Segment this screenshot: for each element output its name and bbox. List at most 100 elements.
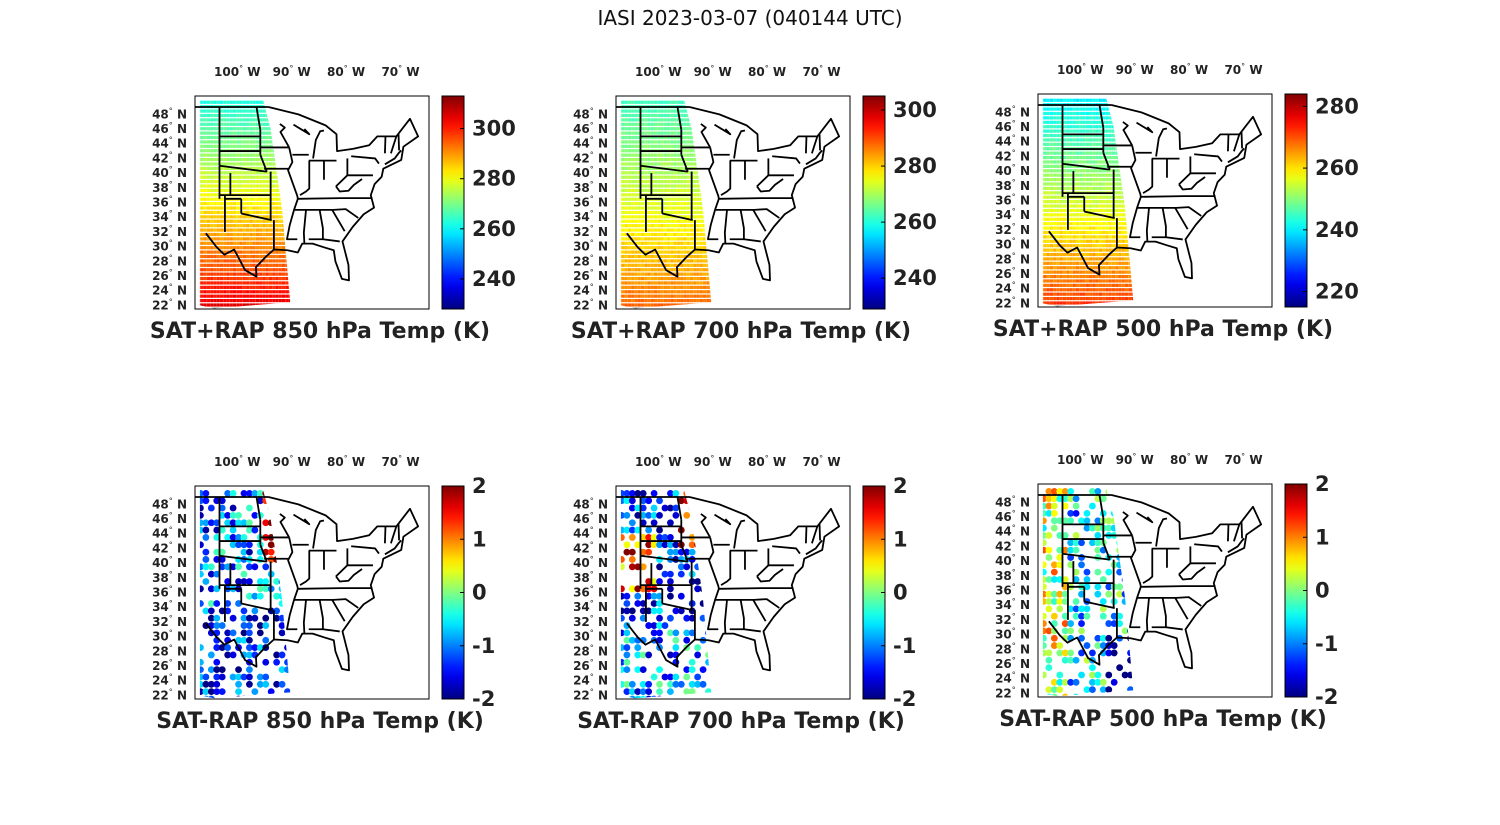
swath-field xyxy=(1042,98,1134,307)
lat-tick-label: 22° N xyxy=(152,687,187,702)
lat-tick-label: 34° N xyxy=(573,209,608,224)
lon-tick-label: 90° W xyxy=(694,454,732,469)
colorbar-tick-label: 280 xyxy=(893,154,937,178)
lon-tick-label: 80° W xyxy=(748,454,786,469)
map-frame xyxy=(1037,93,1273,308)
lon-tick-label: 100° W xyxy=(635,64,681,79)
colorbar-tick-label: 260 xyxy=(893,210,937,234)
colorbar-tick-label: -1 xyxy=(1315,632,1338,656)
panel-title: SAT+RAP 500 hPa Temp (K) xyxy=(992,317,1334,342)
colorbar-tick-label: 280 xyxy=(472,167,516,191)
lat-tick-label: 36° N xyxy=(573,195,608,210)
state-boundaries xyxy=(195,496,420,672)
lon-tick-label: 80° W xyxy=(1170,452,1208,467)
map-panel: 100° W 90° W 80° W 70° W 48° N 46° N 44° N 42° … xyxy=(140,60,540,360)
colorbar-tick-label: 240 xyxy=(472,267,516,291)
lat-tick-label: 32° N xyxy=(573,224,608,239)
colorbar-tick-label: 2 xyxy=(472,474,487,498)
colorbar-tick-label: 0 xyxy=(893,581,908,605)
map-panel: 100° W 90° W 80° W 70° W 48° N 46° N 44° N 42° … xyxy=(140,450,540,750)
lat-tick-label: 38° N xyxy=(152,180,187,195)
lat-tick-label: 46° N xyxy=(573,121,608,136)
lat-tick-label: 48° N xyxy=(995,494,1030,509)
state-boundaries xyxy=(616,496,841,672)
lon-tick-label: 90° W xyxy=(273,454,311,469)
lat-tick-label: 42° N xyxy=(573,150,608,165)
map-svg: 100° W 90° W 80° W 70° W 48° N46° N44° N42° … xyxy=(573,454,916,711)
lat-tick-label: 40° N xyxy=(995,553,1030,568)
lon-tick-label: 80° W xyxy=(327,454,365,469)
lat-tick-label: 38° N xyxy=(573,180,608,195)
lat-tick-label: 28° N xyxy=(995,251,1030,266)
lon-tick-label: 70° W xyxy=(381,454,419,469)
colorbar-tick-label: -1 xyxy=(893,634,916,658)
colorbar-tick-label: 280 xyxy=(1315,94,1359,118)
lat-tick-label: 46° N xyxy=(152,511,187,526)
lat-tick-label: 38° N xyxy=(573,570,608,585)
colorbar-tick-label: 1 xyxy=(1315,525,1330,549)
lat-tick-label: 48° N xyxy=(573,106,608,121)
lat-tick-label: 42° N xyxy=(152,150,187,165)
lon-tick-label: 100° W xyxy=(214,454,260,469)
lat-tick-label: 22° N xyxy=(995,685,1030,700)
colorbar-tick-label: 300 xyxy=(472,117,516,141)
lat-tick-label: 46° N xyxy=(995,509,1030,524)
lat-tick-label: 36° N xyxy=(995,193,1030,208)
lat-tick-label: 34° N xyxy=(152,209,187,224)
map-panel: 100° W 90° W 80° W 70° W 48° N 46° N 44° N 42° … xyxy=(561,450,961,750)
colorbar-tick-label: 240 xyxy=(893,266,937,290)
lat-tick-label: 38° N xyxy=(152,570,187,585)
map-frame xyxy=(194,485,430,700)
lon-tick-label: 100° W xyxy=(1057,62,1103,77)
lat-tick-label: 48° N xyxy=(152,106,187,121)
lat-tick-label: 42° N xyxy=(995,538,1030,553)
lat-tick-label: 44° N xyxy=(995,134,1030,149)
lat-tick-label: 36° N xyxy=(995,583,1030,598)
lat-tick-label: 44° N xyxy=(152,526,187,541)
lat-tick-label: 22° N xyxy=(152,297,187,312)
map-frame xyxy=(615,95,851,310)
colorbar-tick-label: 260 xyxy=(472,217,516,241)
lat-tick-label: 24° N xyxy=(152,673,187,688)
colorbar-tick-label: 2 xyxy=(893,474,908,498)
lat-tick-label: 46° N xyxy=(152,121,187,136)
swath-field xyxy=(620,100,712,309)
lat-tick-label: 36° N xyxy=(152,195,187,210)
map-svg: 100° W 90° W 80° W 70° W 48° N46° N44° N42° … xyxy=(152,64,516,312)
colorbar-tick-label: 1 xyxy=(893,527,908,551)
lat-tick-label: 48° N xyxy=(573,496,608,511)
lat-tick-label: 36° N xyxy=(573,585,608,600)
map-panel: 100° W 90° W 80° W 70° W 48° N 46° N 44° N 42° … xyxy=(983,58,1383,358)
lat-tick-label: 38° N xyxy=(995,178,1030,193)
lon-tick-label: 70° W xyxy=(802,64,840,79)
colorbar-tick-label: -2 xyxy=(472,687,495,711)
lon-tick-label: 80° W xyxy=(1170,62,1208,77)
state-boundaries xyxy=(1038,104,1263,280)
lat-tick-label: 44° N xyxy=(152,136,187,151)
lat-tick-label: 24° N xyxy=(573,283,608,298)
colorbar xyxy=(862,95,886,310)
lon-tick-label: 100° W xyxy=(635,454,681,469)
colorbar-tick-label: 2 xyxy=(1315,472,1330,496)
lat-tick-label: 44° N xyxy=(573,136,608,151)
lat-tick-label: 22° N xyxy=(573,297,608,312)
lon-tick-label: 100° W xyxy=(1057,452,1103,467)
state-boundaries xyxy=(616,106,841,282)
lat-tick-label: 28° N xyxy=(152,643,187,658)
lat-tick-label: 32° N xyxy=(152,614,187,629)
swath-field xyxy=(199,100,291,309)
lat-tick-label: 22° N xyxy=(573,687,608,702)
lat-tick-label: 42° N xyxy=(152,540,187,555)
lat-tick-label: 32° N xyxy=(995,222,1030,237)
lon-tick-label: 70° W xyxy=(381,64,419,79)
lat-tick-label: 36° N xyxy=(152,585,187,600)
panel-title: SAT+RAP 700 hPa Temp (K) xyxy=(570,319,912,344)
panel-title: SAT-RAP 500 hPa Temp (K) xyxy=(999,707,1327,732)
lat-tick-label: 40° N xyxy=(152,165,187,180)
lat-tick-label: 34° N xyxy=(995,207,1030,222)
colorbar-tick-label: -2 xyxy=(1315,685,1338,709)
panel-title: SAT-RAP 850 hPa Temp (K) xyxy=(156,709,484,734)
lon-tick-label: 90° W xyxy=(694,64,732,79)
lat-tick-label: 24° N xyxy=(152,283,187,298)
lat-tick-label: 28° N xyxy=(152,253,187,268)
